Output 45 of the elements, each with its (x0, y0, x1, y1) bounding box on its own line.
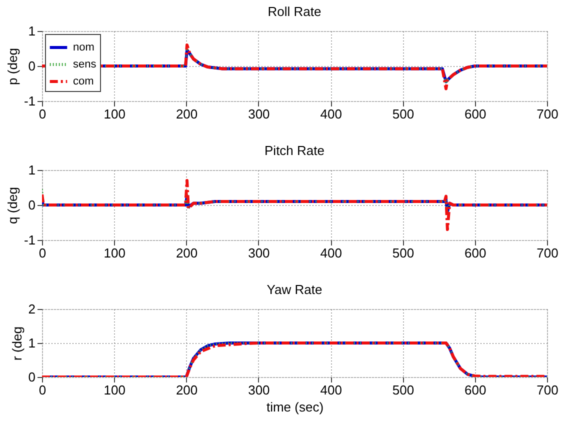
x-tick-label: 300 (248, 382, 270, 398)
chart-title: Roll Rate (268, 4, 322, 19)
y-tick-label: -1 (24, 232, 36, 248)
x-tick-label: 400 (320, 106, 342, 122)
x-tick-label: 500 (392, 382, 414, 398)
x-tick-label: 300 (248, 106, 270, 122)
x-tick-label: 700 (536, 106, 558, 122)
x-tick-label: 500 (392, 106, 414, 122)
y-axis-title: q (deg (4, 187, 20, 224)
x-tick-label: 0 (38, 106, 46, 122)
x-tick-label: 0 (38, 382, 46, 398)
x-tick-label: 600 (464, 246, 486, 260)
line-series (42, 44, 547, 90)
y-tick-label: 1 (28, 162, 36, 178)
x-tick-label: 200 (176, 382, 198, 398)
legend-label: com (73, 76, 94, 88)
x-tick-label: 600 (464, 382, 486, 398)
x-axis-title: time (sec) (266, 400, 324, 414)
chart-title: Pitch Rate (264, 143, 324, 158)
x-tick-label: 700 (536, 246, 558, 260)
y-axis-title: p (deg (4, 48, 20, 85)
x-tick-label: 700 (536, 382, 558, 398)
legend-label: sens (73, 58, 97, 70)
x-tick-label: 200 (176, 106, 198, 122)
x-tick-label: 400 (320, 382, 342, 398)
x-tick-label: 0 (38, 246, 46, 260)
y-tick-label: 1 (28, 24, 36, 38)
y-tick-label: -1 (24, 94, 36, 108)
x-tick-label: 200 (176, 246, 198, 260)
y-tick-label: 1 (28, 336, 36, 350)
x-tick-label: 100 (104, 382, 126, 398)
y-tick-label: 0 (28, 370, 36, 384)
y-tick-label: 0 (28, 58, 36, 74)
line-series (42, 179, 547, 231)
x-tick-label: 400 (320, 246, 342, 260)
y-tick-label: 0 (28, 198, 36, 212)
x-tick-label: 100 (104, 106, 126, 122)
x-tick-label: 100 (104, 246, 126, 260)
legend-label: nom (73, 42, 94, 54)
y-tick-label: 2 (28, 302, 36, 316)
y-axis-title: r (deg (9, 326, 24, 360)
x-tick-label: 500 (392, 246, 414, 260)
chart-title: Yaw Rate (266, 282, 322, 297)
x-tick-label: 600 (464, 106, 486, 122)
x-tick-label: 300 (248, 246, 270, 260)
